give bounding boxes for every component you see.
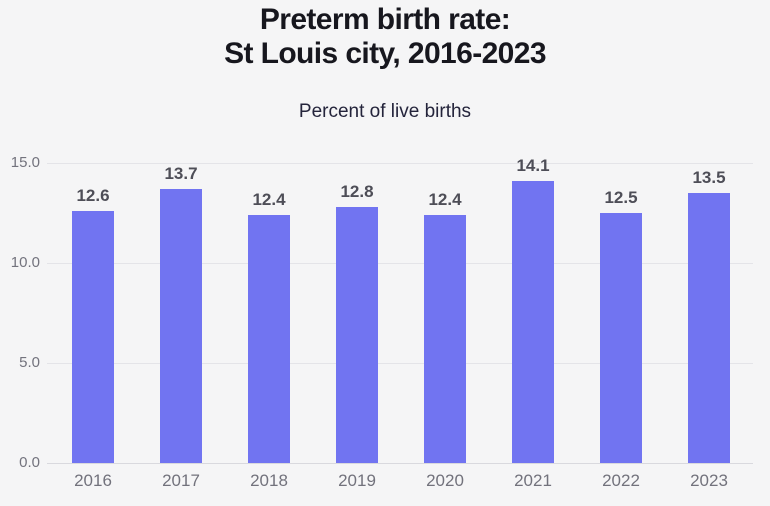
bar-value-label-2020: 12.4 [428, 190, 462, 209]
bar-value-label-2021: 14.1 [516, 156, 550, 175]
x-axis-tick-label-2019: 2019 [338, 471, 376, 490]
bar-2023 [688, 193, 730, 463]
y-gridline-15.0 [47, 163, 753, 164]
x-axis-tick-label-2023: 2023 [690, 471, 728, 490]
bar-2022 [600, 213, 642, 463]
x-axis-tick-label-2017: 2017 [162, 471, 200, 490]
y-axis-tick-label: 10.0 [10, 254, 40, 271]
bar-2017 [160, 189, 202, 463]
bar-value-label-2018: 12.4 [252, 190, 286, 209]
x-axis-tick-label-2018: 2018 [250, 471, 288, 490]
y-axis-tick-label: 5.0 [19, 354, 40, 371]
chart-title-line1: Preterm birth rate: [259, 3, 511, 36]
y-gridline-10.0 [47, 263, 753, 264]
bar-2018 [248, 215, 290, 463]
bar-2016 [72, 211, 114, 463]
x-axis-tick-label-2021: 2021 [514, 471, 552, 490]
bar-value-label-2022: 12.5 [604, 188, 638, 207]
bar-value-label-2023: 13.5 [692, 168, 726, 187]
y-axis-tick-label: 15.0 [10, 154, 40, 171]
chart-subtitle: Percent of live births [298, 101, 472, 122]
y-gridline-5.0 [47, 363, 753, 364]
bar-2020 [424, 215, 466, 463]
bar-value-label-2016: 12.6 [76, 186, 110, 205]
y-axis-tick-label: 0.0 [19, 454, 40, 471]
x-axis-tick-label-2016: 2016 [74, 471, 112, 490]
bar-value-label-2017: 13.7 [164, 164, 198, 183]
bar-2021 [512, 181, 554, 463]
bar-2019 [336, 207, 378, 463]
chart-title: Preterm birth rate: St Louis city, 2016-… [0, 3, 770, 71]
y-gridline-0.0 [47, 463, 753, 464]
bar-value-label-2019: 12.8 [340, 182, 374, 201]
chart-title-line2: St Louis city, 2016-2023 [224, 37, 546, 70]
x-axis-tick-label-2022: 2022 [602, 471, 640, 490]
x-axis-tick-label-2020: 2020 [426, 471, 464, 490]
